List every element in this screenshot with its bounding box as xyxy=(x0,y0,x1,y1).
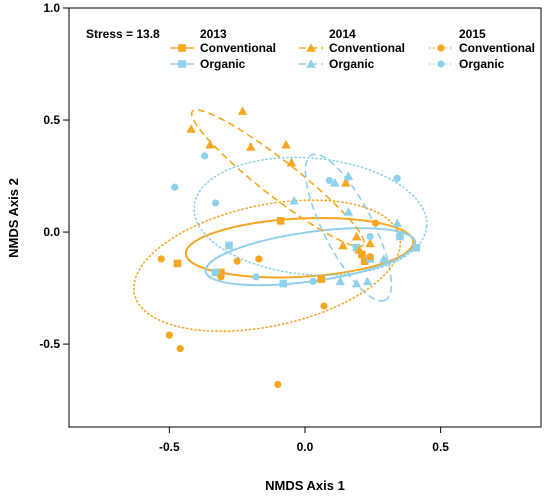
point-2014-organic xyxy=(343,171,354,180)
legend-marker-2013-conventional xyxy=(178,44,186,52)
point-2014-conventional xyxy=(340,178,351,187)
point-2014-organic xyxy=(392,218,402,227)
point-2015-conventional xyxy=(255,255,263,263)
point-2015-conventional xyxy=(165,331,173,339)
point-2015-organic xyxy=(171,183,179,191)
ellipse-layer xyxy=(132,109,428,333)
x-tick-label: 0.0 xyxy=(297,440,314,454)
legend-entry-2014-conventional: Conventional xyxy=(329,41,405,55)
point-2015-conventional xyxy=(157,255,165,263)
point-2014-conventional xyxy=(237,106,248,115)
point-2014-conventional xyxy=(281,139,291,149)
legend-year-2013: 2013 xyxy=(200,27,227,41)
point-2013-organic xyxy=(225,241,233,250)
point-2015-organic xyxy=(325,176,334,185)
legend-year-2015: 2015 xyxy=(459,27,486,41)
legend-entry-2013-organic: Organic xyxy=(200,57,246,71)
axes-layer: -0.5 0.0 0.5 -0.5 0.0 0.5 1.0 xyxy=(39,1,449,454)
x-axis-title: NMDS Axis 1 xyxy=(265,478,345,493)
point-2013-conventional xyxy=(276,217,285,225)
point-2015-conventional xyxy=(176,344,184,353)
point-2015-organic xyxy=(252,273,260,281)
legend-marker-2013-organic xyxy=(178,60,186,68)
point-2014-conventional xyxy=(351,231,362,241)
point-2015-organic xyxy=(393,174,401,182)
ellipse-2015-conventional xyxy=(132,199,402,333)
point-2013-organic xyxy=(279,279,288,288)
legend-entry-2015-organic: Organic xyxy=(459,57,505,71)
point-2014-organic xyxy=(330,178,340,187)
point-2015-organic xyxy=(211,199,220,207)
ellipse-2015-organic xyxy=(193,156,428,277)
point-2014-organic xyxy=(378,254,389,263)
x-tick-label: 0.5 xyxy=(432,440,449,454)
point-2014-organic xyxy=(351,278,362,288)
point-2014-conventional xyxy=(186,124,196,133)
point-2014-organic xyxy=(362,276,373,286)
legend-entry-2013-conventional: Conventional xyxy=(200,41,276,55)
point-2013-conventional xyxy=(358,250,366,259)
ellipse-2013-conventional xyxy=(184,217,415,279)
y-tick-label: 0.0 xyxy=(43,225,60,239)
y-tick-label: 1.0 xyxy=(43,1,60,15)
legend-marker-2014-organic xyxy=(306,59,316,68)
point-2015-conventional xyxy=(217,273,225,281)
point-2014-conventional xyxy=(245,142,256,151)
point-2014-organic xyxy=(289,195,299,205)
y-axis-title: NMDS Axis 2 xyxy=(6,178,21,258)
point-2013-organic xyxy=(211,268,220,277)
y-tick-label: -0.5 xyxy=(39,337,60,351)
point-2014-organic xyxy=(343,207,354,216)
point-2014-organic xyxy=(335,276,346,286)
point-2013-conventional xyxy=(317,275,326,283)
point-2013-conventional xyxy=(360,257,369,265)
point-2013-conventional xyxy=(173,259,182,268)
legend-marker-2015-organic xyxy=(437,60,445,68)
point-2014-conventional xyxy=(205,139,215,149)
point-2014-conventional xyxy=(286,157,297,167)
point-2013-organic xyxy=(352,243,361,252)
ellipse-2014-organic xyxy=(304,153,393,302)
x-tick-label: -0.5 xyxy=(159,440,180,454)
point-2015-conventional xyxy=(233,257,241,265)
point-2015-conventional xyxy=(371,219,380,227)
legend-marker-2015-conventional xyxy=(437,44,445,52)
legend-marker-2014-conventional xyxy=(306,43,316,52)
point-2015-organic xyxy=(366,232,374,241)
ellipse-2014-conventional xyxy=(190,109,365,248)
legend-year-2014: 2014 xyxy=(329,27,356,41)
point-2015-conventional xyxy=(366,253,374,261)
point-2014-conventional xyxy=(365,238,375,248)
point-2014-conventional xyxy=(338,240,348,250)
point-2015-organic xyxy=(201,152,209,160)
y-tick-label: 0.5 xyxy=(43,113,60,127)
point-2015-conventional xyxy=(274,380,282,389)
point-2013-organic xyxy=(412,243,421,252)
point-2015-conventional xyxy=(320,302,328,310)
legend-entry-2015-conventional: Conventional xyxy=(459,41,535,55)
points-layer xyxy=(157,106,421,389)
point-2013-organic xyxy=(396,232,404,241)
point-2014-conventional xyxy=(354,245,365,254)
legend-entry-2014-organic: Organic xyxy=(329,57,375,71)
stress-label: Stress = 13.8 xyxy=(86,27,160,41)
legend: Stress = 13.8 2013ConventionalOrganic201… xyxy=(86,27,535,71)
point-2015-organic xyxy=(309,277,317,285)
point-2013-conventional xyxy=(217,268,225,277)
